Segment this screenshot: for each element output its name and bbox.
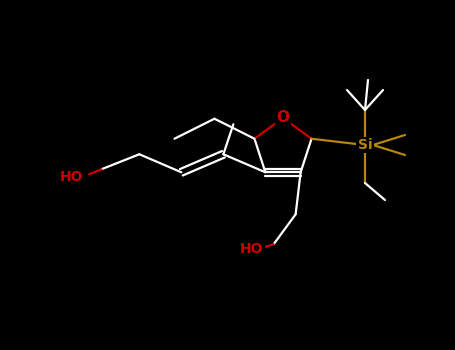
Text: O: O	[277, 111, 289, 126]
Text: HO: HO	[60, 170, 83, 184]
Text: Si: Si	[358, 138, 372, 152]
Text: HO: HO	[240, 242, 263, 256]
